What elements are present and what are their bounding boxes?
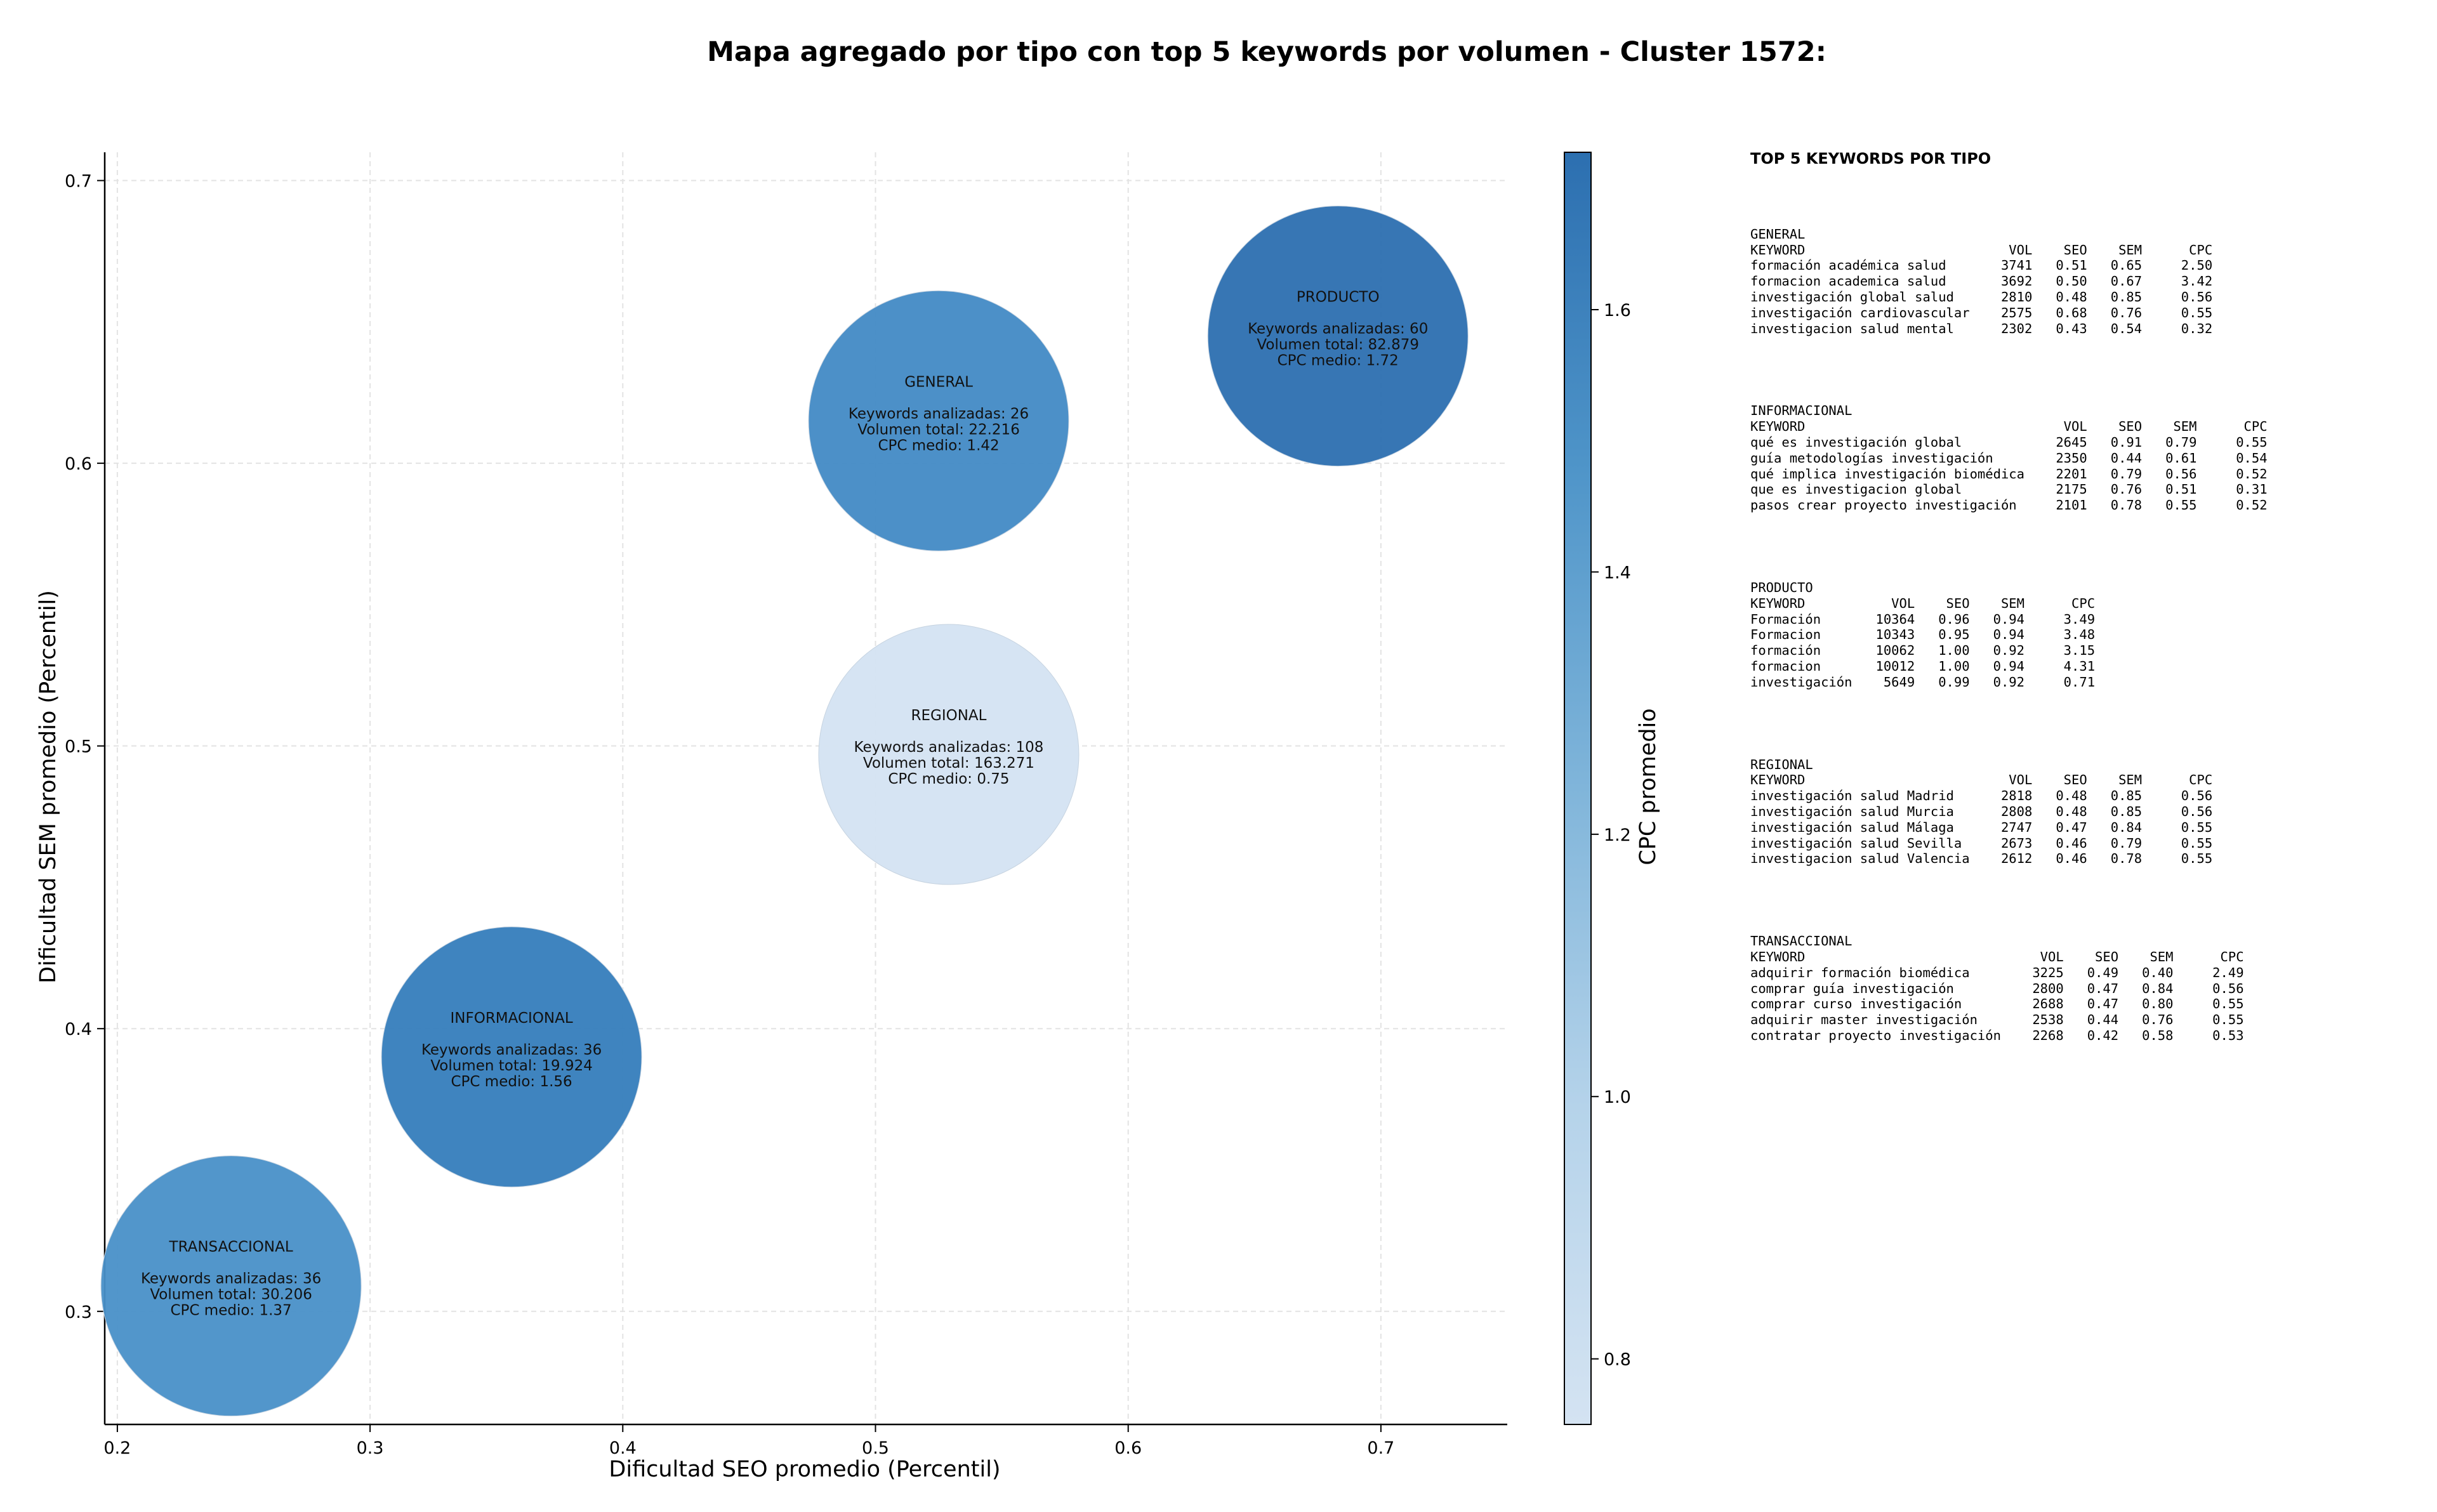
- keyword-section-informacional: INFORMACIONAL KEYWORD VOL SEO SEM CPC qu…: [1750, 403, 2423, 513]
- colorbar-tick-label-3: 1.4: [1604, 563, 1631, 582]
- x-tick-label-2: 0.4: [609, 1438, 637, 1458]
- bubble-label-producto: PRODUCTO: [1297, 289, 1380, 306]
- keyword-panel: TOP 5 KEYWORDS POR TIPO GENERAL KEYWORD …: [1750, 151, 2423, 1110]
- bubble-circle-producto: [1207, 206, 1469, 467]
- colorbar-tick-label-4: 1.6: [1604, 301, 1631, 320]
- panel-sections: GENERAL KEYWORD VOL SEO SEM CPC formació…: [1750, 227, 2423, 1044]
- axes: 0.2 0.3 0.4 0.5 0.6 0.7 0.3 0.4 0.5 0.6 0.7: [65, 152, 1507, 1458]
- keyword-table-transaccional: TRANSACCIONAL KEYWORD VOL SEO SEM CPC ad…: [1750, 933, 2244, 1043]
- keyword-table-informacional: INFORMACIONAL KEYWORD VOL SEO SEM CPC qu…: [1750, 403, 2268, 513]
- y-tick-label-2: 0.5: [65, 737, 92, 757]
- keyword-table-producto: PRODUCTO KEYWORD VOL SEO SEM CPC Formaci…: [1750, 579, 2096, 690]
- bubble-label-informacional: INFORMACIONAL: [451, 1010, 573, 1027]
- bubble-cpc-producto: CPC medio: 1.72: [1278, 353, 1399, 369]
- bubble-volume-informacional: Volumen total: 19.924: [430, 1058, 593, 1074]
- colorbar-label: CPC promedio: [1635, 708, 1661, 865]
- bubble-circle-transaccional: [100, 1155, 362, 1417]
- bubble-label-regional: REGIONAL: [911, 707, 986, 724]
- x-tick-label-1: 0.3: [357, 1438, 384, 1458]
- bubble-keywords-regional: Keywords analizadas: 108: [854, 739, 1044, 756]
- x-tick-label-0: 0.2: [103, 1438, 131, 1458]
- bubble-keywords-informacional: Keywords analizadas: 36: [421, 1042, 602, 1058]
- colorbar: 0.8 1.0 1.2 1.4 1.6: [1564, 152, 1631, 1425]
- bubble-informacional: INFORMACIONAL Keywords analizadas: 36Volu…: [381, 926, 642, 1188]
- bubble-label-transaccional: TRANSACCIONAL: [169, 1239, 293, 1256]
- x-tick-label-4: 0.6: [1114, 1438, 1142, 1458]
- colorbar-tick-label-1: 1.0: [1604, 1088, 1631, 1107]
- y-tick-label-3: 0.6: [65, 454, 92, 474]
- bubble-keywords-producto: Keywords analizadas: 60: [1248, 321, 1428, 338]
- keyword-table-regional: REGIONAL KEYWORD VOL SEO SEM CPC investi…: [1750, 756, 2213, 867]
- y-tick-label-0: 0.3: [65, 1303, 92, 1322]
- bubble-keywords-general: Keywords analizadas: 26: [849, 405, 1029, 422]
- bubble-circle-regional: [818, 624, 1080, 885]
- keyword-section-regional: REGIONAL KEYWORD VOL SEO SEM CPC investi…: [1750, 757, 2423, 867]
- keyword-table-general: GENERAL KEYWORD VOL SEO SEM CPC formació…: [1750, 226, 2213, 336]
- bubble-cpc-general: CPC medio: 1.42: [878, 437, 999, 454]
- bubble-transaccional: TRANSACCIONAL Keywords analizadas: 36Volu…: [100, 1155, 362, 1417]
- colorbar-tick-label-0: 0.8: [1604, 1350, 1631, 1370]
- bubble-regional: REGIONAL Keywords analizadas: 108Volumen …: [818, 624, 1080, 885]
- bubble-cpc-informacional: CPC medio: 1.56: [451, 1074, 572, 1090]
- colorbar-gradient: [1564, 152, 1592, 1425]
- bubble-label-general: GENERAL: [904, 374, 973, 390]
- y-tick-label-1: 0.4: [65, 1020, 92, 1039]
- bubble-volume-regional: Volumen total: 163.271: [863, 755, 1034, 772]
- keyword-section-producto: PRODUCTO KEYWORD VOL SEO SEM CPC Formaci…: [1750, 580, 2423, 690]
- x-tick-label-5: 0.7: [1367, 1438, 1394, 1458]
- bubble-volume-general: Volumen total: 22.216: [857, 421, 1020, 438]
- keyword-section-transaccional: TRANSACCIONAL KEYWORD VOL SEO SEM CPC ad…: [1750, 933, 2423, 1044]
- bubble-keywords-transaccional: Keywords analizadas: 36: [141, 1271, 321, 1287]
- bubble-cpc-transaccional: CPC medio: 1.37: [171, 1303, 292, 1319]
- colorbar-tick-label-2: 1.2: [1604, 825, 1631, 845]
- y-tick-label-4: 0.7: [65, 172, 92, 192]
- panel-title: TOP 5 KEYWORDS POR TIPO: [1750, 150, 1991, 168]
- keyword-section-general: GENERAL KEYWORD VOL SEO SEM CPC formació…: [1750, 227, 2423, 337]
- chart-title: Mapa agregado por tipo con top 5 keyword…: [707, 36, 1826, 68]
- bubble-circle-general: [808, 290, 1069, 551]
- bubble-volume-transaccional: Volumen total: 30.206: [150, 1287, 312, 1303]
- bubble-volume-producto: Volumen total: 82.879: [1257, 337, 1419, 353]
- x-axis-label: Dificultad SEO promedio (Percentil): [609, 1457, 1000, 1482]
- bubble-circle-informacional: [381, 926, 642, 1188]
- x-tick-label-3: 0.5: [862, 1438, 889, 1458]
- bubble-cpc-regional: CPC medio: 0.75: [888, 771, 1009, 787]
- y-axis-label: Dificultad SEM promedio (Percentil): [36, 590, 61, 983]
